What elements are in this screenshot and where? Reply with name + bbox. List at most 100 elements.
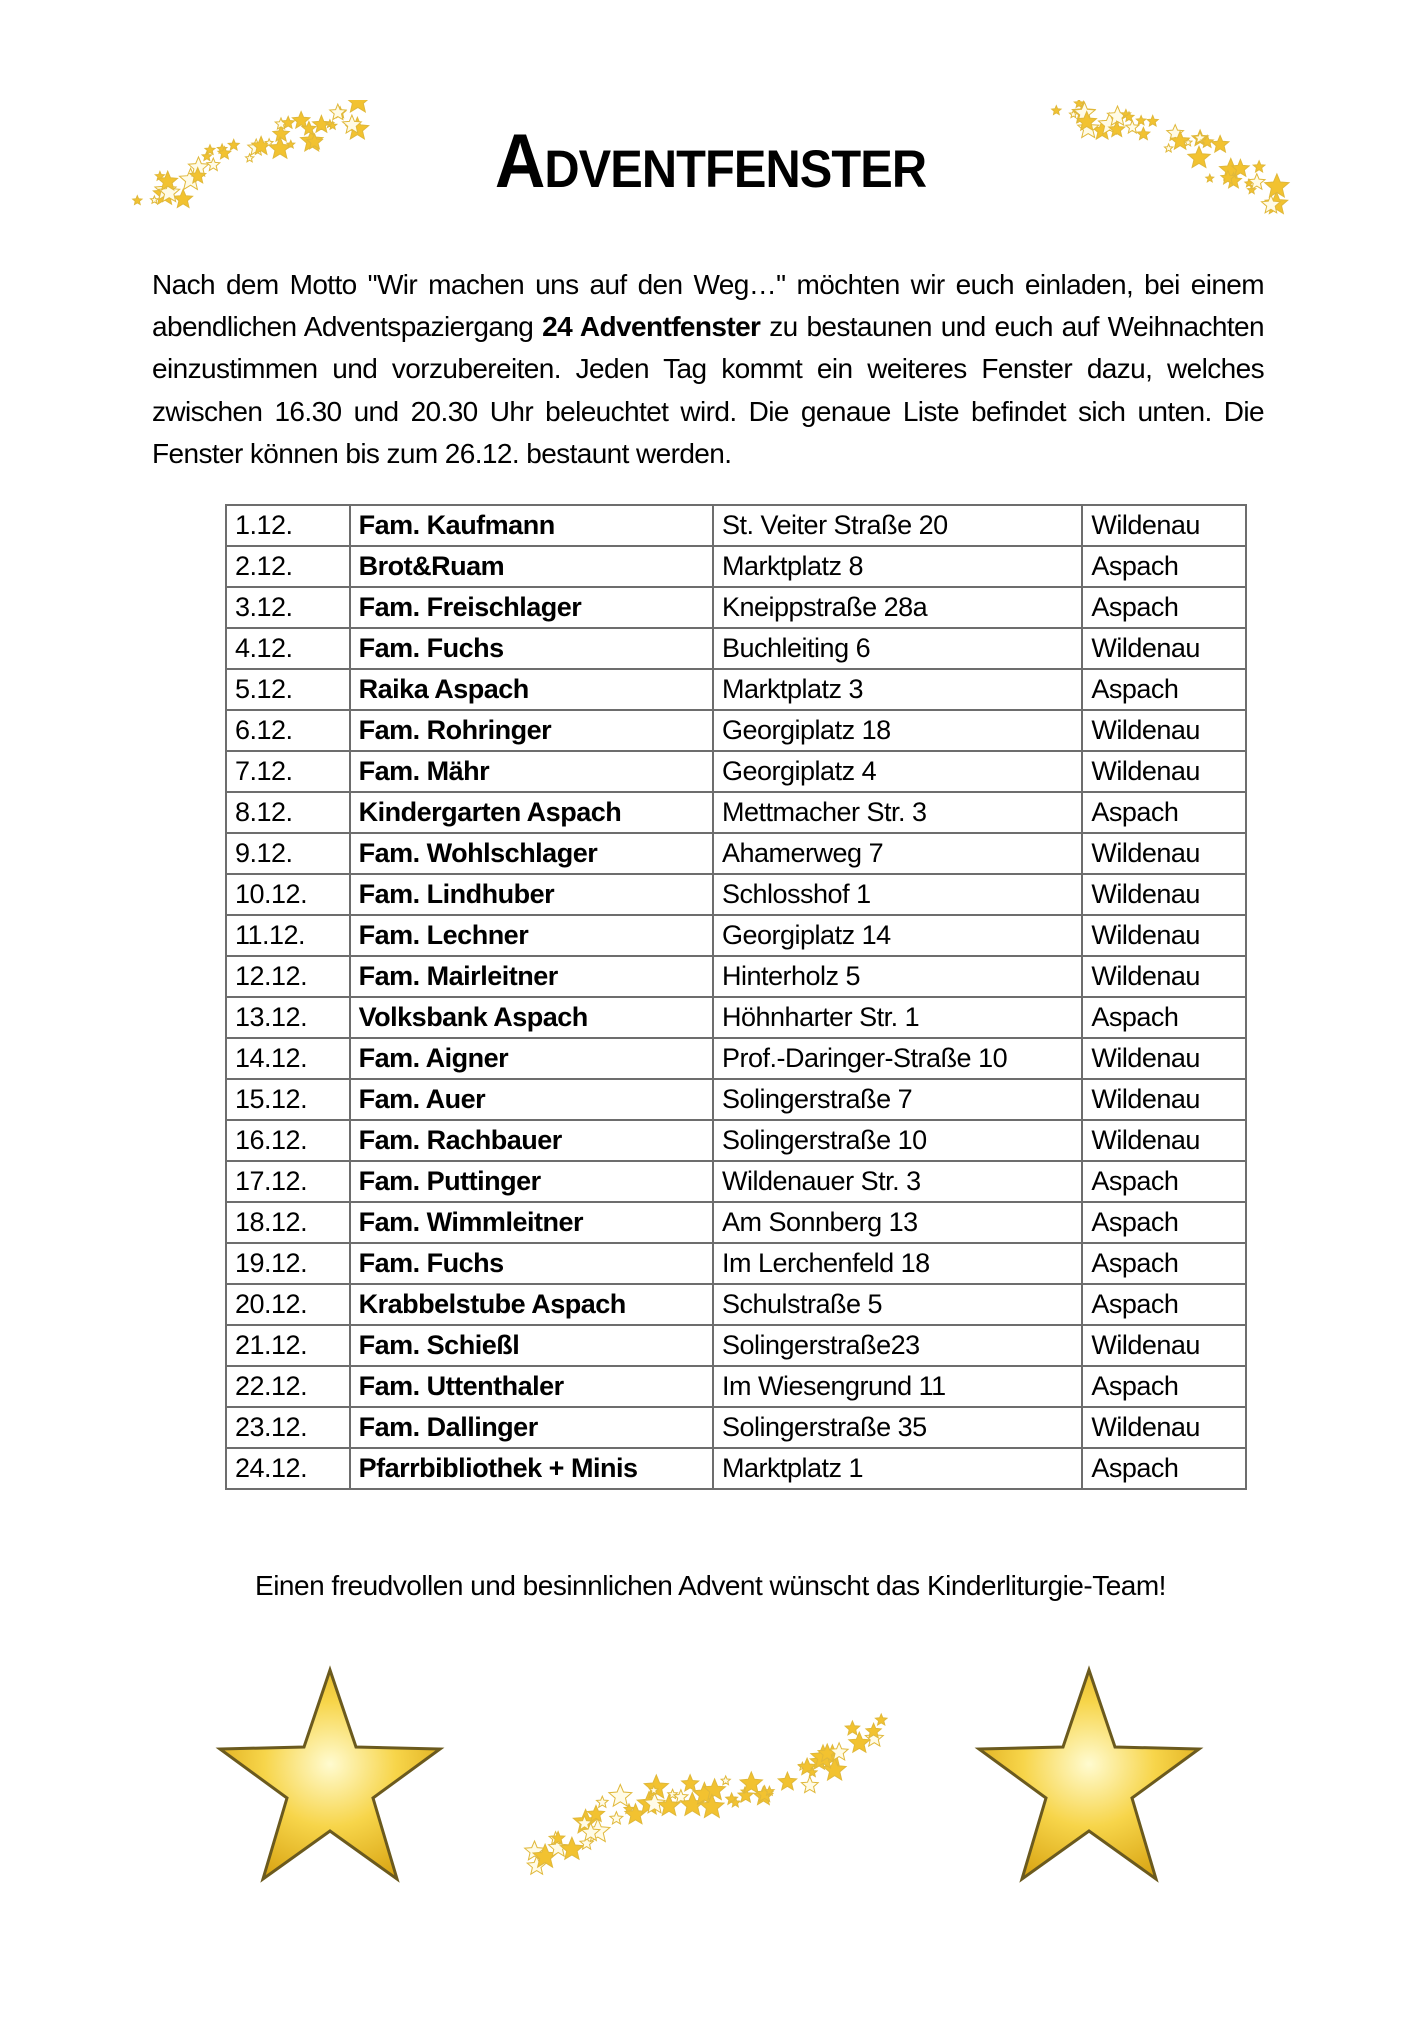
- intro-text-end: zu bestaunen und euch auf Weihnachten ei…: [152, 311, 1265, 469]
- table-row: 5.12. Raika Aspach Marktplatz 3 Aspach: [225, 668, 1247, 711]
- address-cell: Marktplatz 8: [711, 545, 1084, 588]
- address-cell: Buchleiting 6: [711, 627, 1084, 670]
- table-row: 14.12. Fam. Aigner Prof.-Daringer-Straße 1…: [225, 1037, 1247, 1080]
- small-star-icon: [1135, 126, 1152, 141]
- small-star-icon: [300, 120, 318, 136]
- address-cell: Marktplatz 1: [711, 1447, 1084, 1490]
- small-star-icon: [1182, 137, 1194, 147]
- date-cell: 17.12.: [225, 1160, 351, 1203]
- address-cell: Schlosshof 1: [711, 873, 1084, 916]
- small-star-icon: [843, 1719, 861, 1736]
- star-swirl-bottom-center: [523, 1712, 889, 1876]
- closing-greeting: Einen freudvollen und besinnlichen Adven…: [255, 1570, 1166, 1601]
- small-star-icon: [806, 1766, 819, 1778]
- place-cell: Wildenau: [1081, 1119, 1247, 1162]
- small-star-icon: [608, 1810, 625, 1825]
- place-cell: Wildenau: [1081, 1406, 1247, 1449]
- small-star-icon: [1169, 129, 1191, 151]
- small-star-icon: [828, 1741, 850, 1762]
- small-star-icon: [311, 114, 332, 134]
- small-star-icon: [559, 1835, 585, 1861]
- small-star-icon: [821, 1756, 848, 1782]
- table-row: 8.12. Kindergarten Aspach Mettmacher Str. …: [225, 791, 1247, 834]
- table-row: 7.12. Fam. Mähr Georgiplatz 4 Wildenau: [225, 750, 1247, 793]
- table-row: 15.12. Fam. Auer Solingerstraße 7 Wildenau: [225, 1078, 1247, 1121]
- table-row: 20.12. Krabbelstube Aspach Schulstraße 5 As…: [225, 1283, 1247, 1326]
- host-cell: Fam. Rachbauer: [348, 1119, 715, 1162]
- place-cell: Aspach: [1081, 1447, 1247, 1490]
- host-cell: Brot&Ruam: [348, 545, 715, 588]
- small-star-icon: [341, 113, 363, 135]
- place-cell: Aspach: [1081, 1160, 1247, 1203]
- small-star-icon: [864, 1727, 885, 1748]
- place-cell: Wildenau: [1081, 914, 1247, 957]
- date-cell: 8.12.: [225, 791, 351, 834]
- small-star-icon: [1163, 142, 1175, 153]
- small-star-icon: [1122, 110, 1136, 123]
- small-star-icon: [1251, 159, 1267, 173]
- page-title: Adventfenster: [494, 119, 927, 204]
- host-cell: Fam. Uttenthaler: [348, 1365, 715, 1408]
- small-star-icon: [347, 100, 369, 114]
- small-star-icon: [1230, 158, 1251, 178]
- small-star-icon: [1050, 104, 1063, 116]
- host-cell: Krabbelstube Aspach: [348, 1283, 715, 1326]
- place-cell: Wildenau: [1081, 873, 1247, 916]
- date-cell: 9.12.: [225, 832, 351, 875]
- small-star-icon: [595, 1794, 610, 1809]
- place-cell: Wildenau: [1081, 955, 1247, 998]
- small-star-icon: [550, 1830, 567, 1846]
- date-cell: 23.12.: [225, 1406, 351, 1449]
- address-cell: Am Sonnberg 13: [711, 1201, 1084, 1244]
- small-star-icon: [847, 1730, 872, 1754]
- address-cell: Ahamerweg 7: [711, 832, 1084, 875]
- date-cell: 19.12.: [225, 1242, 351, 1285]
- small-star-icon: [680, 1773, 700, 1793]
- small-star-icon: [157, 180, 181, 203]
- host-cell: Fam. Fuchs: [348, 627, 715, 670]
- small-star-icon: [205, 156, 222, 172]
- table-row: 22.12. Fam. Uttenthaler Im Wiesengrund 11 A…: [225, 1365, 1247, 1408]
- address-cell: Schulstraße 5: [711, 1283, 1084, 1326]
- table-row: 3.12. Fam. Freischlager Kneippstraße 28a As…: [225, 586, 1247, 629]
- address-cell: Solingerstraße 10: [711, 1119, 1084, 1162]
- small-star-icon: [291, 110, 312, 130]
- small-star-icon: [672, 1788, 690, 1805]
- date-cell: 4.12.: [225, 627, 351, 670]
- small-star-icon: [1073, 100, 1085, 109]
- date-cell: 6.12.: [225, 709, 351, 752]
- small-star-icon: [1135, 114, 1148, 126]
- address-cell: Im Wiesengrund 11: [711, 1365, 1084, 1408]
- host-cell: Fam. Schießl: [348, 1324, 715, 1367]
- small-star-icon: [874, 1712, 889, 1727]
- star-swirl-top-right: [1050, 100, 1291, 215]
- host-cell: Fam. Mähr: [348, 750, 715, 793]
- small-star-icon: [698, 1793, 726, 1819]
- small-star-icon: [1124, 119, 1141, 135]
- small-star-icon: [226, 138, 241, 151]
- address-cell: Solingerstraße 7: [711, 1078, 1084, 1121]
- date-cell: 11.12.: [225, 914, 351, 957]
- host-cell: Fam. Freischlager: [348, 586, 715, 629]
- host-cell: Fam. Lindhuber: [348, 873, 715, 916]
- small-star-icon: [776, 1770, 798, 1791]
- place-cell: Aspach: [1081, 668, 1247, 711]
- star-icon-left: [215, 1665, 445, 1883]
- small-star-icon: [1186, 144, 1212, 169]
- host-cell: Kindergarten Aspach: [348, 791, 715, 834]
- small-star-icon: [719, 1774, 732, 1786]
- date-cell: 14.12.: [225, 1037, 351, 1080]
- date-cell: 10.12.: [225, 873, 351, 916]
- intro-paragraph: Nach dem Motto "Wir machen uns auf den W…: [152, 264, 1265, 475]
- address-cell: Mettmacher Str. 3: [711, 791, 1084, 834]
- address-cell: Wildenauer Str. 3: [711, 1160, 1084, 1203]
- small-star-icon: [244, 152, 256, 163]
- place-cell: Wildenau: [1081, 709, 1247, 752]
- table-row: 16.12. Fam. Rachbauer Solingerstraße 10 Wil…: [225, 1119, 1247, 1162]
- small-star-icon: [1247, 172, 1267, 191]
- address-cell: Solingerstraße23: [711, 1324, 1084, 1367]
- date-cell: 7.12.: [225, 750, 351, 793]
- table-row: 11.12. Fam. Lechner Georgiplatz 14 Wildenau: [225, 914, 1247, 957]
- small-star-icon: [200, 150, 213, 162]
